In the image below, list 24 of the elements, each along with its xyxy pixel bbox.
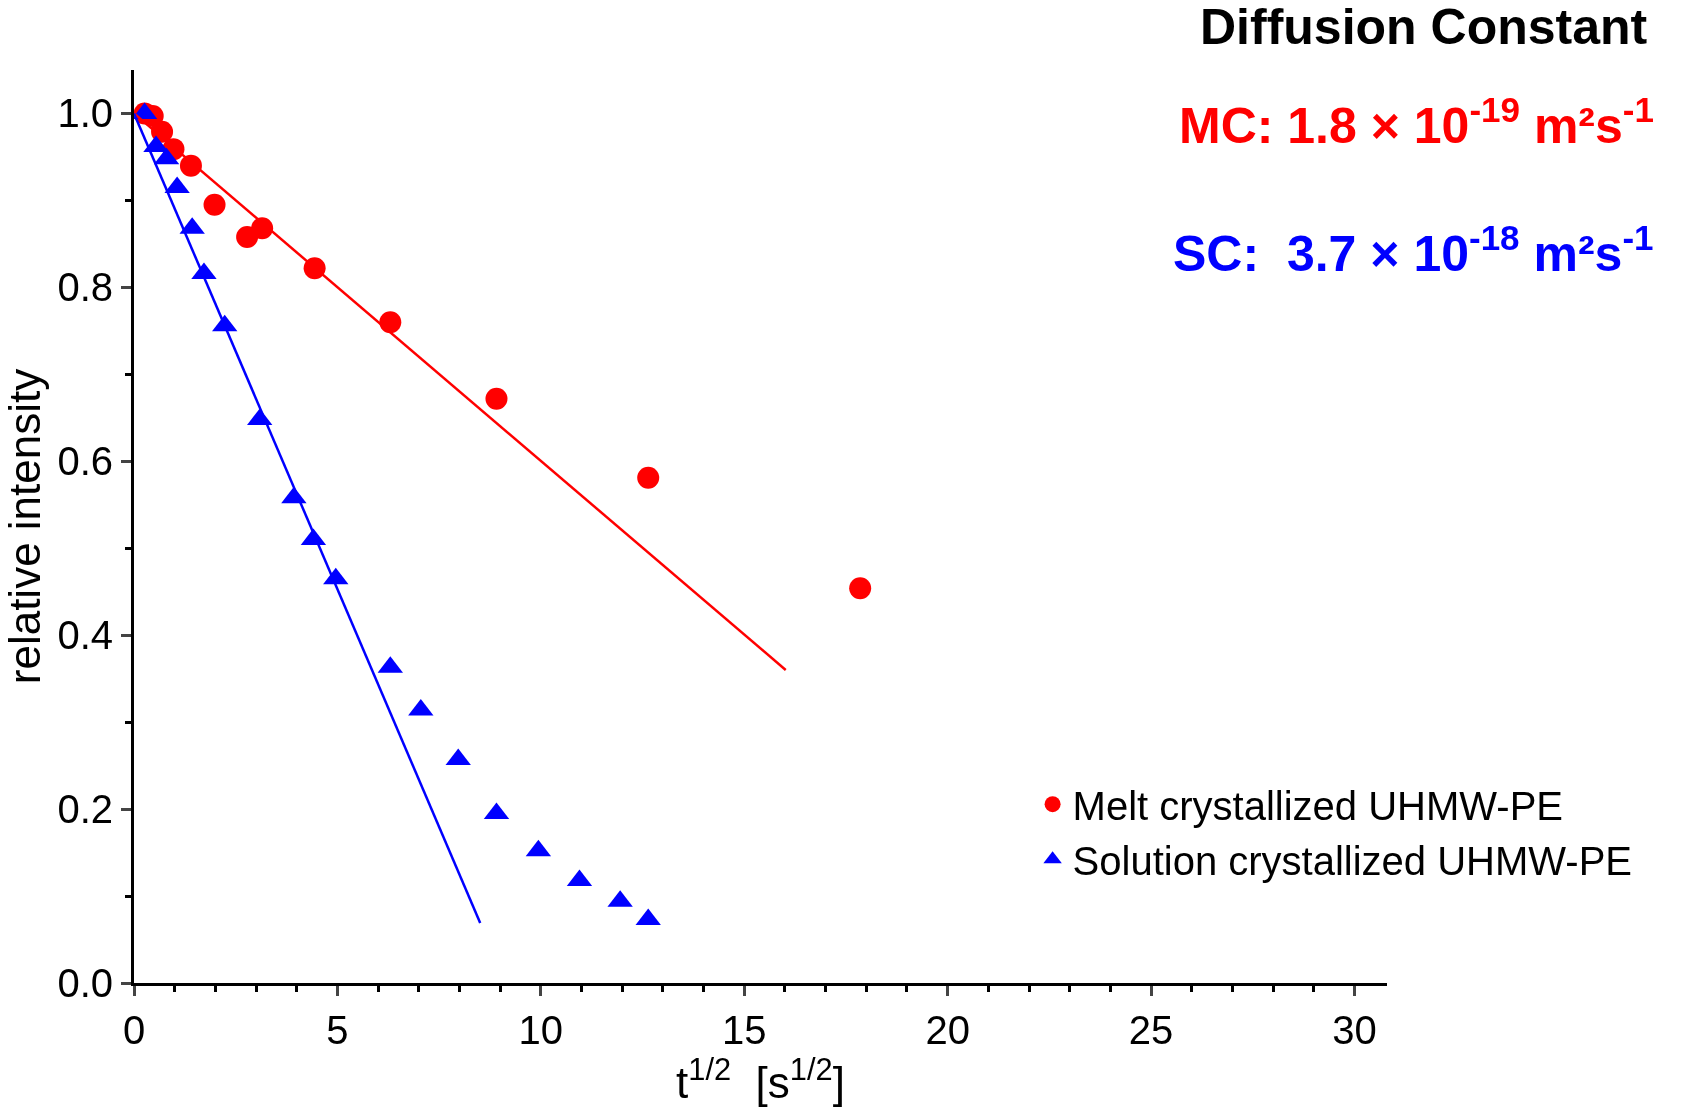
annotation: SC: 3.7 × 10$^{-18}$ m²s$^{-1}$ xyxy=(1173,218,1654,282)
point xyxy=(485,387,508,410)
point xyxy=(203,193,226,216)
x-tick-label: 30 xyxy=(1332,1008,1377,1052)
y-tick-label: 0.8 xyxy=(57,265,113,310)
chart-title: Diffusion Constant xyxy=(1200,0,1648,55)
x-tick-label: 25 xyxy=(1128,1008,1174,1052)
x-axis-title: t$^{1/2}$ [s$^{1/2}$] xyxy=(676,1052,845,1108)
y-tick-label: 1.0 xyxy=(57,91,113,136)
y-axis-title: relative intensity xyxy=(0,368,49,685)
y-tick-label: 0.6 xyxy=(57,439,113,484)
y-tick-label: 0.4 xyxy=(57,613,113,658)
annotation: MC: 1.8 × 10$^{-19}$ m²s$^{-1}$ xyxy=(1179,90,1654,154)
point xyxy=(379,311,402,334)
legend-label: Melt crystallized UHMW-PE xyxy=(1072,783,1564,828)
x-tick-label: 10 xyxy=(518,1008,564,1052)
y-tick-label: 0.2 xyxy=(57,787,113,832)
x-tick-label: 0 xyxy=(122,1008,146,1052)
legend-label: Solution crystallized UHMW-PE xyxy=(1072,838,1633,883)
y-tick-label: 0.0 xyxy=(57,961,113,1005)
x-tick-label: 5 xyxy=(326,1008,349,1052)
point xyxy=(637,466,660,489)
x-tick-label: 15 xyxy=(721,1008,767,1052)
x-tick-label: 20 xyxy=(925,1008,970,1052)
